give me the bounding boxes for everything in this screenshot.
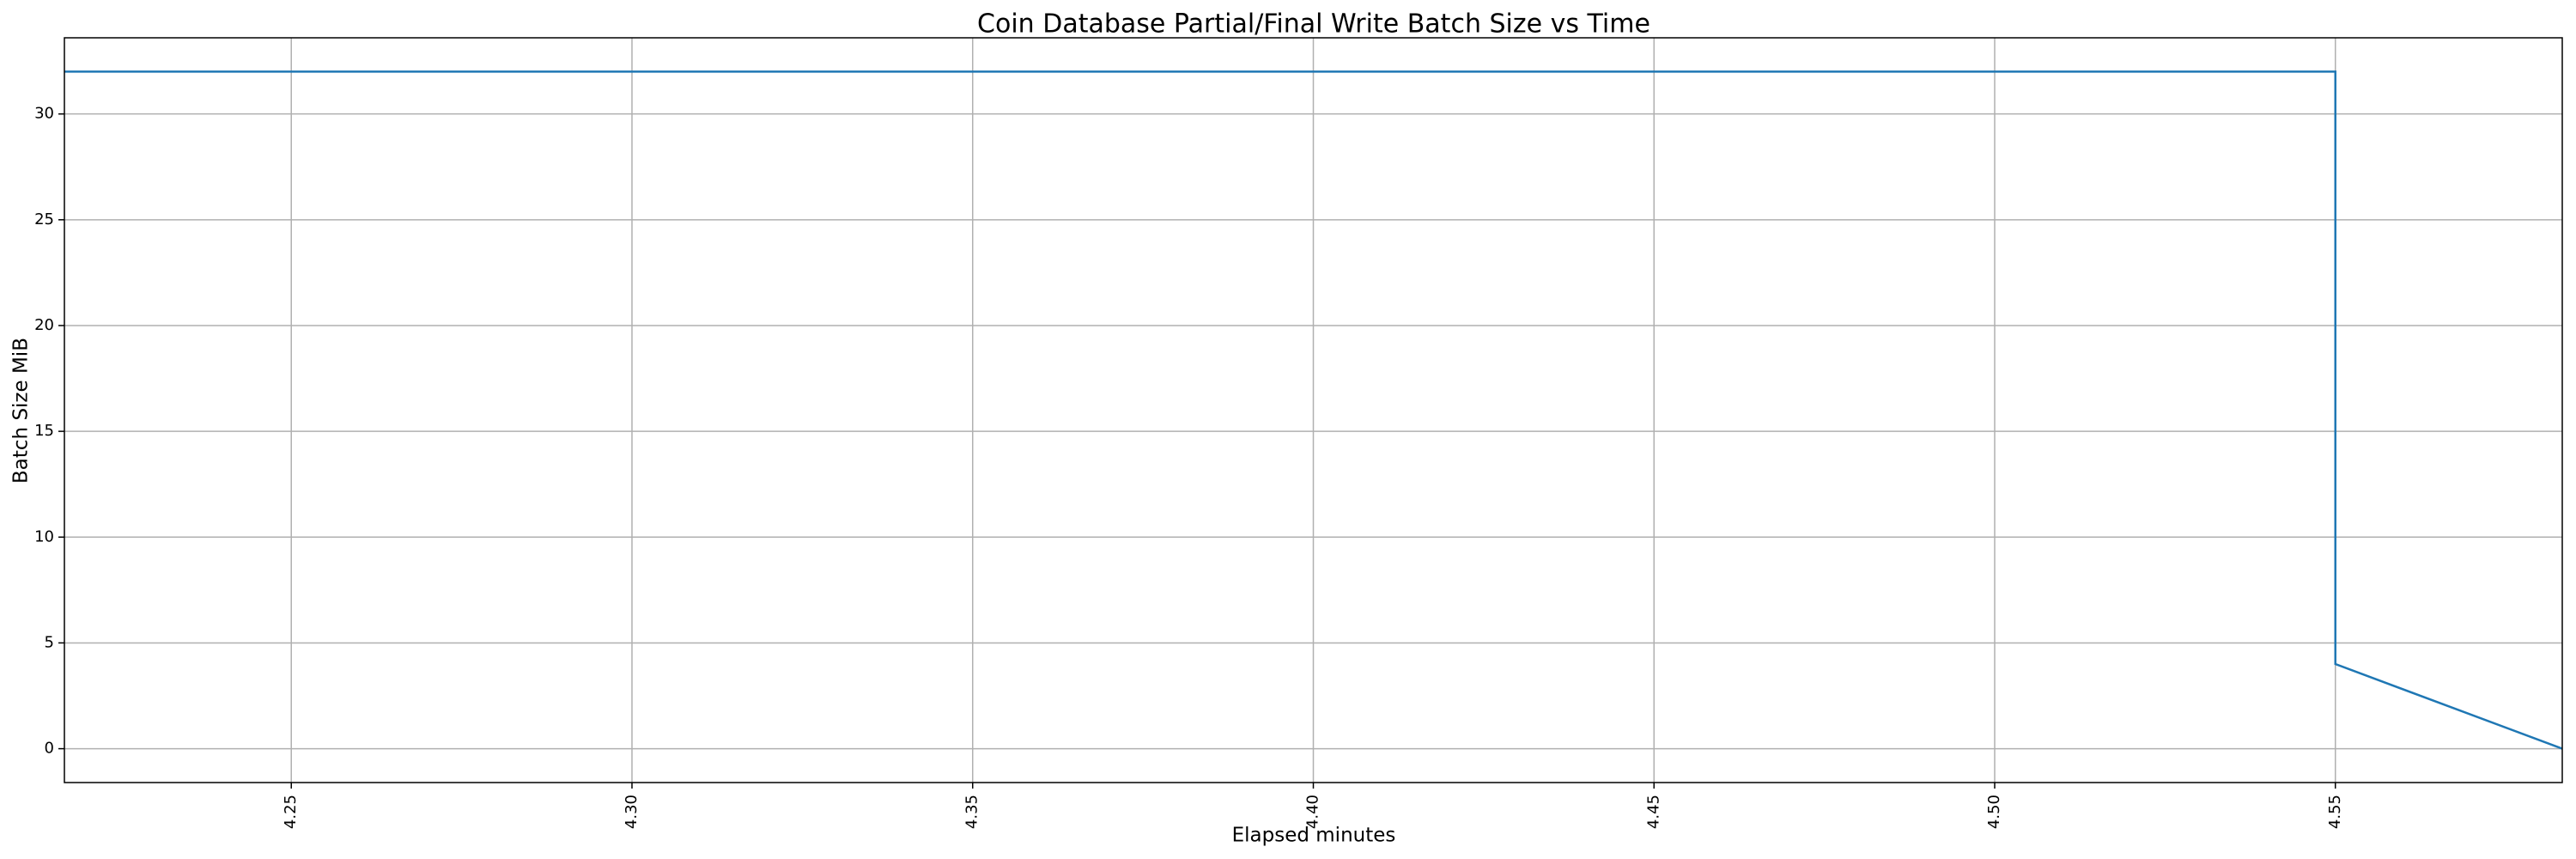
x-tick-label: 4.50 (1985, 795, 2003, 829)
y-axis-label: Batch Size MiB (10, 338, 33, 484)
y-tick-label: 5 (45, 633, 54, 651)
y-tick-label: 15 (34, 422, 54, 440)
x-tick-label: 4.40 (1304, 795, 1322, 829)
x-tick-label: 4.35 (963, 795, 981, 829)
x-tick-label: 4.25 (282, 795, 300, 829)
y-tick-label: 20 (34, 316, 54, 334)
y-tick-label: 0 (45, 740, 54, 758)
chart-title: Coin Database Partial/Final Write Batch … (977, 9, 1650, 40)
x-axis-label: Elapsed minutes (1232, 825, 1396, 847)
plot-frame (64, 37, 2563, 783)
y-tick-label: 30 (34, 105, 54, 123)
x-tick-label: 4.45 (1644, 795, 1662, 829)
x-tick-label: 4.55 (2326, 795, 2344, 829)
y-tick-label: 25 (34, 210, 54, 228)
x-tick-label: 4.30 (623, 795, 641, 829)
y-tick-label: 10 (34, 527, 54, 545)
data-line (64, 70, 2563, 750)
